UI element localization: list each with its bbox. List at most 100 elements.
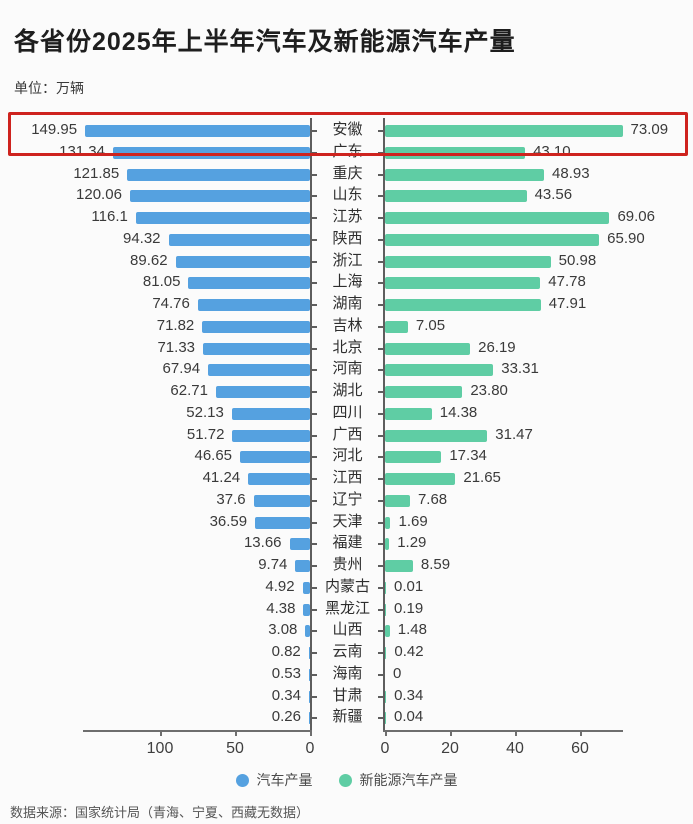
- axis-tick: [160, 731, 162, 736]
- auto-production-bar: [175, 255, 310, 268]
- province-label: 云南: [332, 643, 363, 660]
- auto-production-value: 0.26: [271, 708, 301, 726]
- province-label: 北京: [332, 338, 363, 356]
- auto-production-value: 13.66: [243, 534, 282, 552]
- nev-production-bar: [385, 386, 463, 398]
- axis-tick: [378, 434, 384, 437]
- auto-production-value: 37.6: [216, 490, 246, 508]
- axis-tick: [311, 608, 317, 611]
- province-label: 辽宁: [332, 490, 363, 508]
- province-label: 福建: [332, 534, 363, 552]
- nev-production-bar: [385, 255, 551, 268]
- province-label: 安徽: [332, 121, 363, 138]
- nev-production-value: 21.65: [463, 469, 501, 486]
- right-zero-axis: [383, 118, 385, 730]
- nev-production-value: 23.80: [470, 382, 508, 399]
- axis-tick: [311, 478, 317, 480]
- nev-production-bar: [385, 212, 610, 224]
- auto-production-value: 9.74: [258, 556, 288, 573]
- axis-tick: [580, 731, 582, 736]
- axis-tick: [378, 195, 384, 198]
- nev-production-value: 65.90: [607, 229, 645, 247]
- province-label: 广西: [332, 425, 363, 443]
- nev-production-value: 47.91: [548, 295, 587, 312]
- auto-production-value: 67.94: [162, 360, 201, 378]
- nev-production-bar: [385, 647, 387, 659]
- axis-tick: [378, 151, 384, 154]
- auto-production-value: 121.85: [73, 164, 120, 182]
- auto-production-value: 4.92: [265, 577, 295, 595]
- auto-production-value: 71.82: [156, 316, 195, 334]
- nev-production-value: 7.68: [417, 490, 448, 508]
- axis-tick: [378, 521, 384, 524]
- axis-tick: [311, 391, 317, 393]
- axis-tick: [378, 217, 384, 219]
- axis-tick: [310, 731, 312, 736]
- auto-production-value: 149.95: [31, 121, 78, 138]
- axis-tick: [311, 499, 317, 502]
- nev-production-value: 69.06: [617, 208, 655, 225]
- nev-production-bar: [385, 625, 390, 638]
- nev-production-bar: [385, 125, 623, 137]
- axis-tick: [311, 260, 317, 263]
- auto-production-bar: [202, 320, 310, 333]
- nev-production-bar: [385, 473, 456, 485]
- axis-tick: [311, 173, 317, 176]
- province-label: 山东: [332, 186, 363, 204]
- axis-tick: [311, 652, 317, 654]
- auto-production-value: 0.34: [271, 686, 301, 704]
- auto-production-value: 0.82: [271, 643, 301, 660]
- province-label: 浙江: [332, 251, 363, 269]
- axis-tick: [311, 521, 317, 524]
- nev-production-value: 48.93: [552, 164, 590, 182]
- nev-production-bar: [385, 342, 471, 355]
- nev-production-bar: [385, 168, 545, 181]
- nev-production-value: 7.05: [415, 316, 446, 334]
- axis-tick: [378, 499, 384, 502]
- left-bottom-axis: [83, 730, 312, 732]
- auto-production-bar: [127, 168, 310, 181]
- axis-tick: [378, 565, 384, 567]
- auto-production-value: 36.59: [209, 512, 248, 530]
- axis-tick-label: 0: [380, 740, 390, 757]
- axis-tick: [311, 369, 317, 372]
- auto-production-bar: [188, 277, 310, 290]
- axis-tick: [311, 412, 317, 415]
- axis-tick: [311, 717, 317, 720]
- axis-tick: [311, 565, 317, 567]
- auto-production-value: 116.1: [91, 208, 128, 225]
- axis-tick: [378, 369, 384, 372]
- auto-production-bar: [255, 516, 310, 529]
- axis-tick: [311, 130, 317, 132]
- auto-production-bar: [302, 581, 310, 594]
- axis-tick: [311, 238, 317, 241]
- axis-tick: [378, 238, 384, 241]
- province-label: 江苏: [332, 208, 363, 225]
- chart-legend: 汽车产量 新能源汽车产量: [0, 770, 693, 790]
- auto-production-value: 71.33: [157, 338, 196, 356]
- nev-production-bar: [385, 429, 488, 442]
- auto-production-value: 74.76: [152, 295, 190, 312]
- nev-production-bar: [385, 581, 386, 594]
- province-label: 重庆: [332, 164, 363, 182]
- axis-tick: [311, 673, 317, 676]
- axis-tick: [378, 173, 384, 176]
- nev-production-bar: [385, 146, 526, 159]
- auto-production-bar: [129, 190, 310, 203]
- auto-production-bar: [231, 407, 310, 420]
- axis-tick-label: 0: [305, 740, 315, 757]
- legend-dot-blue-icon: [235, 773, 249, 787]
- nev-production-value: 50.98: [558, 251, 597, 269]
- axis-tick: [311, 456, 317, 459]
- axis-tick: [378, 260, 384, 263]
- axis-tick: [311, 543, 317, 546]
- axis-tick: [378, 304, 384, 306]
- auto-production-bar: [295, 560, 310, 572]
- auto-production-bar: [253, 494, 310, 507]
- nev-production-value: 26.19: [478, 338, 516, 356]
- auto-production-value: 0.53: [271, 664, 301, 682]
- legend-item-nev: 新能源汽车产量: [338, 770, 458, 790]
- axis-tick: [311, 304, 317, 306]
